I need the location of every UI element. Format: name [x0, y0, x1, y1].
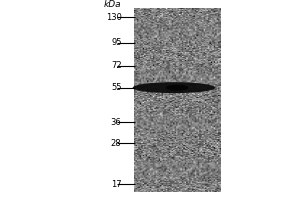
Bar	[134, 8, 220, 192]
Text: 95: 95	[111, 38, 122, 47]
Ellipse shape	[133, 82, 215, 93]
Text: 130: 130	[106, 13, 122, 22]
Text: 72: 72	[111, 61, 122, 70]
Ellipse shape	[166, 85, 188, 91]
Text: kDa: kDa	[104, 0, 122, 9]
Text: 28: 28	[111, 139, 122, 148]
Text: 36: 36	[111, 118, 122, 127]
Text: 55: 55	[111, 83, 122, 92]
Text: 17: 17	[111, 180, 122, 189]
